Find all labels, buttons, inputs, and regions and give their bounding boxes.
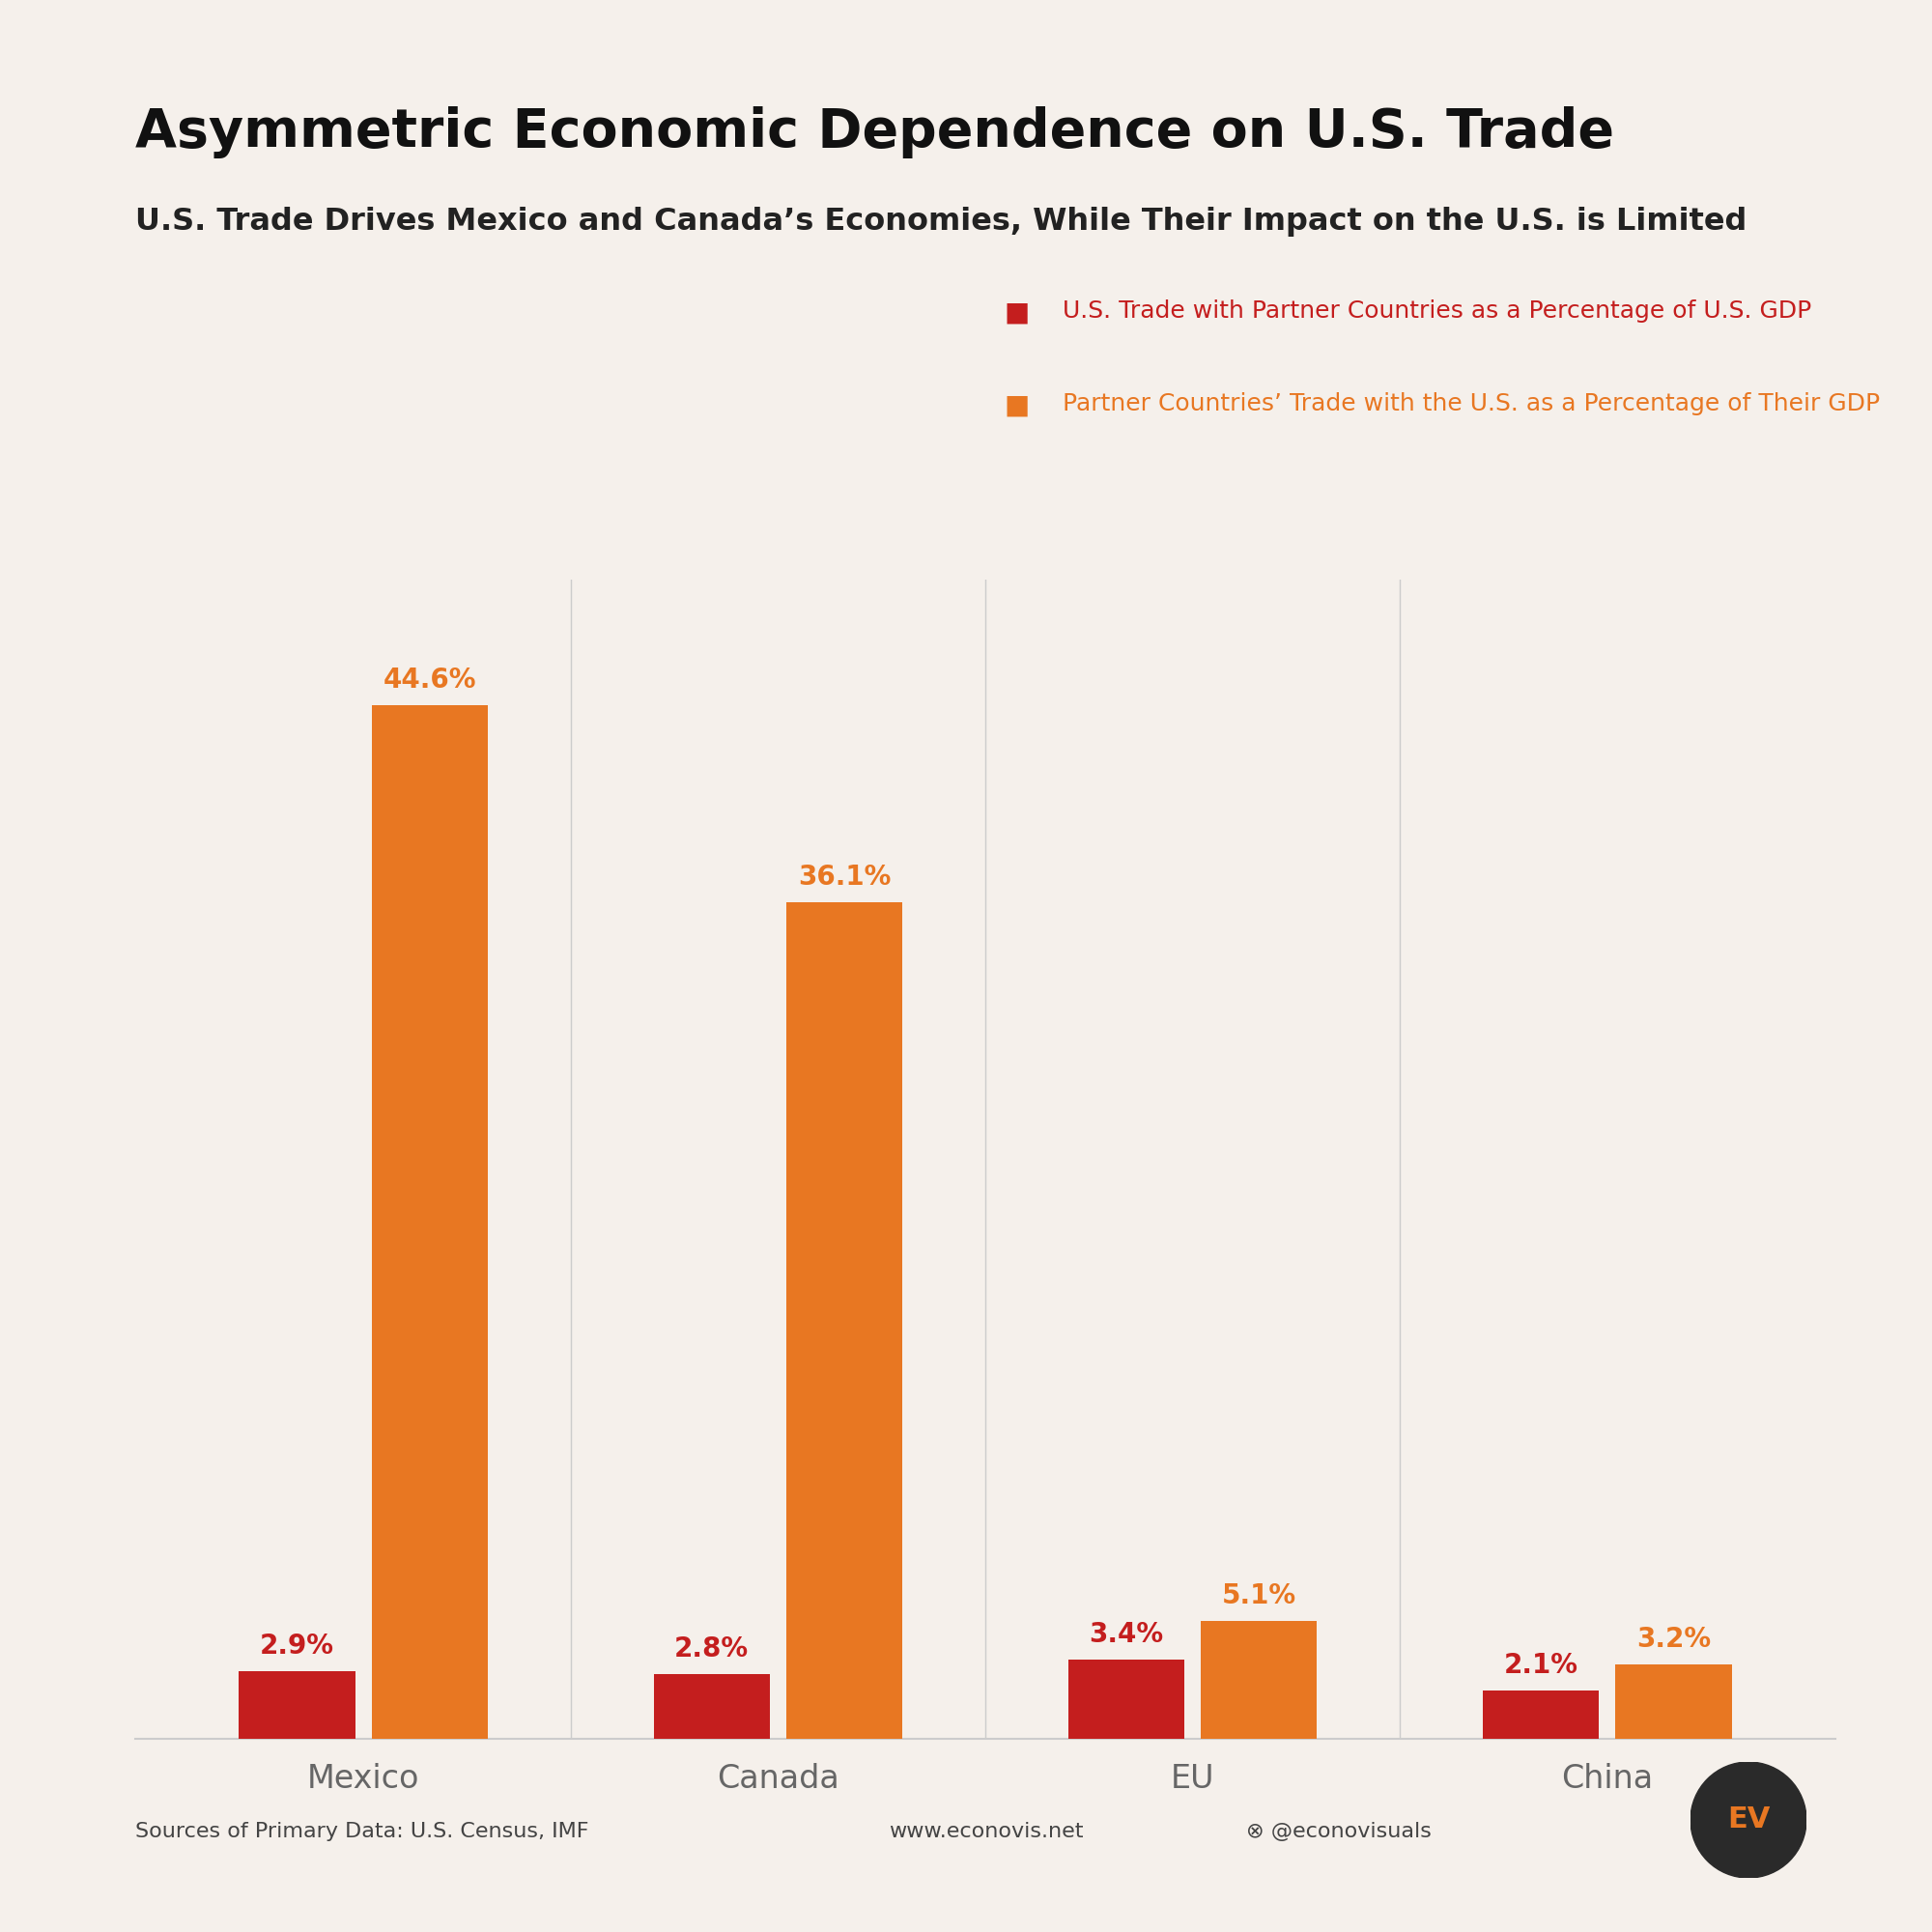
Bar: [1202, 1621, 1318, 1739]
Bar: [371, 705, 487, 1739]
Text: 2.9%: 2.9%: [259, 1633, 334, 1660]
Text: www.econovis.net: www.econovis.net: [889, 1822, 1084, 1841]
Text: Sources of Primary Data: U.S. Census, IMF: Sources of Primary Data: U.S. Census, IM…: [135, 1822, 589, 1841]
Bar: [1068, 1660, 1184, 1739]
Circle shape: [1690, 1762, 1806, 1878]
Bar: [653, 1673, 769, 1739]
Text: EV: EV: [1727, 1806, 1770, 1833]
Text: ⊗ @econovisuals: ⊗ @econovisuals: [1246, 1822, 1432, 1841]
Text: Partner Countries’ Trade with the U.S. as a Percentage of Their GDP: Partner Countries’ Trade with the U.S. a…: [1063, 392, 1880, 415]
Text: 5.1%: 5.1%: [1221, 1582, 1296, 1609]
Text: U.S. Trade with Partner Countries as a Percentage of U.S. GDP: U.S. Trade with Partner Countries as a P…: [1063, 299, 1812, 323]
Bar: [786, 902, 902, 1739]
Text: 44.6%: 44.6%: [383, 667, 477, 694]
Bar: [240, 1671, 355, 1739]
Text: ■: ■: [1005, 392, 1030, 419]
Text: 3.2%: 3.2%: [1636, 1627, 1712, 1654]
Text: 36.1%: 36.1%: [798, 864, 891, 891]
Bar: [1615, 1665, 1731, 1739]
Text: ■: ■: [1005, 299, 1030, 327]
Bar: [1484, 1690, 1600, 1739]
Text: Asymmetric Economic Dependence on U.S. Trade: Asymmetric Economic Dependence on U.S. T…: [135, 106, 1615, 158]
Text: 2.8%: 2.8%: [674, 1634, 750, 1662]
Text: 3.4%: 3.4%: [1090, 1621, 1163, 1648]
Text: U.S. Trade Drives Mexico and Canada’s Economies, While Their Impact on the U.S. : U.S. Trade Drives Mexico and Canada’s Ec…: [135, 207, 1747, 236]
Text: 2.1%: 2.1%: [1503, 1652, 1578, 1679]
